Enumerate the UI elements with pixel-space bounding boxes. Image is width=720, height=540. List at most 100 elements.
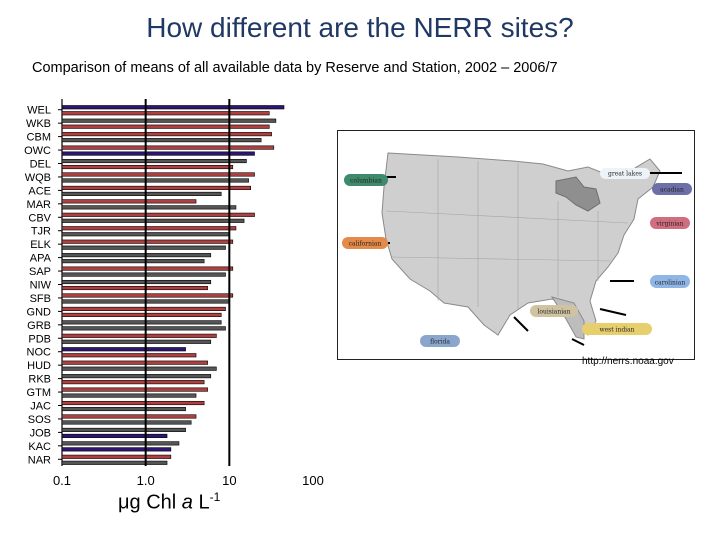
category-label-sap: SAP: [29, 266, 51, 278]
page-title: How different are the NERR sites?: [146, 12, 574, 43]
category-label-tjr: TJR: [31, 226, 51, 238]
bar-del-1: [61, 158, 247, 164]
category-label-jac: JAC: [30, 401, 51, 413]
region-pill: [650, 217, 690, 229]
bar-sos-1: [61, 414, 197, 419]
category-label-wkb: WKB: [26, 118, 51, 130]
region-label: californian: [349, 241, 382, 248]
category-label-sfb: SFB: [30, 293, 51, 305]
bar-cbm-1: [61, 132, 272, 137]
bar-cbm-2: [61, 138, 262, 143]
region-label: louisianian: [537, 309, 570, 316]
bar-wkb-1: [61, 118, 277, 123]
bar-gnd-2: [61, 312, 222, 317]
category-label-wel: WEL: [27, 105, 51, 117]
category-label-elk: ELK: [30, 239, 51, 251]
map-credit: http://nerrs.noaa.gov: [582, 356, 674, 367]
bar-grb-2: [61, 326, 226, 331]
category-label-del: DEL: [30, 159, 51, 171]
region-pill: [582, 323, 652, 335]
bar-kac-1: [61, 441, 180, 446]
bar-del-2: [61, 164, 234, 170]
bar-wqb-2: [61, 178, 249, 183]
bar-owc-1: [61, 145, 275, 150]
bar-tjr-1: [61, 226, 237, 231]
region-pill: [344, 174, 388, 186]
region-pill: [652, 183, 692, 195]
bar-cbv-1: [61, 212, 255, 217]
us-mainland-shape: [381, 152, 661, 336]
x-tick-label: 1.0: [137, 473, 155, 488]
category-label-cbv: CBV: [28, 212, 51, 224]
category-label-sos: SOS: [28, 414, 51, 426]
bar-rkb-1: [61, 374, 212, 379]
bar-wel-1: [61, 105, 285, 110]
category-label-wqb: WQB: [25, 172, 51, 184]
category-label-cbm: CBM: [27, 132, 51, 144]
bar-job-1: [61, 427, 186, 432]
bar-ace-1: [61, 185, 251, 190]
x-axis-unit-prefix: μg Chl: [118, 491, 182, 514]
x-axis-unit-italic: a: [181, 491, 193, 514]
bar-noc-1: [61, 347, 186, 352]
category-label-job: JOB: [30, 427, 51, 439]
bar-owc-2: [61, 151, 255, 156]
category-label-niw: NIW: [30, 280, 52, 292]
bar-jac-2: [61, 406, 186, 412]
bar-mar-2: [61, 205, 237, 210]
category-label-gnd: GND: [27, 306, 52, 318]
category-label-noc: NOC: [27, 347, 52, 359]
bar-gtm-2: [61, 393, 197, 398]
category-label-hud: HUD: [27, 360, 51, 372]
region-pill: [530, 305, 578, 317]
region-labels: columbian great lakes acadian virginian cali…: [342, 168, 692, 347]
region-label: florida: [430, 339, 450, 346]
bar-sap-2: [61, 272, 226, 277]
bar-pdb-2: [61, 339, 212, 344]
state-borders: [385, 159, 629, 309]
category-label-pdb: PDB: [28, 333, 51, 345]
bar-grb-1: [61, 320, 222, 325]
region-label: columbian: [350, 178, 382, 185]
bar-sap-1: [61, 266, 234, 271]
x-tick-label: 10: [222, 473, 236, 488]
bar-elk-1: [61, 239, 234, 244]
bar-niw-1: [61, 279, 212, 285]
bar-apa-2: [61, 259, 205, 264]
bar-hud-1: [61, 360, 208, 365]
us-map-svg: columbian great lakes acadian virginian cali…: [342, 152, 692, 347]
bar-mar-1: [61, 199, 197, 204]
page-subtitle: Comparison of means of all available dat…: [32, 60, 558, 76]
region-pill: [420, 335, 460, 347]
bar-kac-2: [61, 447, 172, 452]
bar-ace-2: [61, 191, 222, 196]
x-axis-title: μg Chl a L-1: [118, 490, 220, 515]
category-label-grb: GRB: [27, 320, 51, 332]
category-label-apa: APA: [30, 253, 52, 265]
region-label: carolinian: [655, 280, 686, 287]
region-label: great lakes: [608, 171, 642, 178]
bar-hud-2: [61, 366, 217, 371]
bar-gtm-1: [61, 387, 208, 392]
great-lakes-shape: [555, 176, 601, 212]
region-pill: [342, 237, 388, 249]
bar-sos-2: [61, 420, 192, 425]
x-axis-unit-suffix: L: [192, 491, 210, 514]
category-label-mar: MAR: [27, 199, 52, 211]
bar-noc-2: [61, 353, 197, 358]
bar-jac-1: [61, 400, 205, 406]
category-label-owc: OWC: [24, 145, 51, 157]
category-label-kac: KAC: [28, 441, 51, 453]
bar-wqb-1: [61, 172, 255, 177]
region-label: west indian: [599, 327, 634, 334]
x-axis-exponent: -1: [209, 490, 221, 504]
bar-niw-2: [61, 285, 208, 291]
bar-sfb-1: [61, 293, 234, 298]
bar-job-2: [61, 433, 168, 438]
region-pill: [650, 275, 690, 288]
region-label: virginian: [655, 221, 683, 228]
region-label: acadian: [660, 187, 684, 194]
category-label-ace: ACE: [28, 185, 51, 197]
bar-nar-1: [61, 454, 172, 459]
